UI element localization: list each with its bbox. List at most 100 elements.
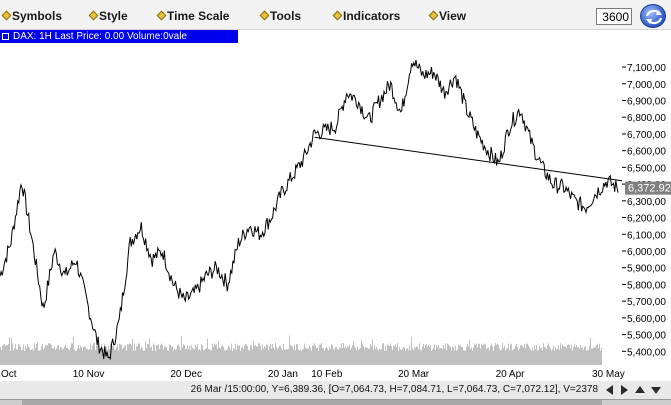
volume-bar: [87, 348, 88, 365]
y-tick-label: 6,800,00: [627, 113, 666, 124]
volume-bar: [408, 350, 409, 365]
volume-bar: [480, 348, 481, 365]
volume-bar: [257, 346, 258, 365]
volume-bar: [91, 349, 92, 365]
volume-bar: [316, 348, 317, 365]
volume-bar: [266, 344, 267, 365]
volume-bar: [155, 350, 156, 365]
volume-bar: [189, 345, 190, 365]
volume-bar: [489, 350, 490, 365]
volume-bar: [333, 349, 334, 365]
volume-bar: [373, 349, 374, 365]
volume-bar: [37, 341, 38, 365]
volume-bar: [131, 344, 132, 365]
volume-bar: [46, 345, 47, 365]
volume-bar: [581, 347, 582, 365]
volume-bar: [49, 343, 50, 365]
volume-bar: [222, 344, 223, 365]
scroll-right-icon[interactable]: [618, 384, 630, 396]
zoom-out-icon[interactable]: [650, 384, 662, 396]
menu-style[interactable]: Style: [88, 9, 128, 23]
volume-bar: [134, 343, 135, 365]
volume-bar: [580, 344, 581, 365]
menu-view[interactable]: View: [428, 9, 466, 23]
y-tick-label: 5,500,00: [627, 331, 666, 342]
trend-line[interactable]: [314, 136, 623, 182]
volume-bar: [421, 350, 422, 365]
volume-bar: [450, 346, 451, 365]
volume-bar: [187, 345, 188, 365]
volume-bar: [138, 343, 139, 365]
volume-bar: [215, 344, 216, 365]
volume-bar: [166, 347, 167, 365]
volume-bar: [226, 349, 227, 365]
horizontal-scrollbar[interactable]: [0, 399, 671, 405]
volume-bar: [523, 347, 524, 365]
zoom-in-icon[interactable]: [634, 384, 646, 396]
volume-bar: [583, 349, 584, 365]
volume-bar: [112, 346, 113, 365]
x-tick-label: 30 May: [592, 369, 625, 380]
volume-bar: [407, 348, 408, 365]
volume-bar: [380, 349, 381, 365]
volume-bar: [314, 343, 315, 365]
volume-bar: [159, 348, 160, 365]
volume-bar: [275, 342, 276, 365]
menu-indicators[interactable]: Indicators: [332, 9, 400, 23]
volume-bar: [202, 345, 203, 365]
volume-bar: [233, 348, 234, 365]
volume-bar: [348, 346, 349, 365]
volume-bar: [195, 344, 196, 365]
volume-bar: [165, 346, 166, 365]
volume-bar: [234, 349, 235, 365]
volume-bar: [230, 349, 231, 365]
interval-input[interactable]: [596, 8, 632, 25]
volume-bar: [139, 343, 140, 365]
menu-label: Style: [99, 9, 128, 23]
volume-bar: [567, 344, 568, 365]
volume-bar: [238, 346, 239, 365]
volume-bar: [190, 350, 191, 365]
volume-bar: [212, 344, 213, 365]
menu-symbols[interactable]: Symbols: [1, 9, 62, 23]
volume-bar: [558, 345, 559, 365]
last-price-box: [625, 181, 671, 195]
scrollbar-thumb[interactable]: [22, 400, 602, 405]
volume-bar: [375, 348, 376, 365]
volume-bar: [249, 350, 250, 365]
scroll-left-icon[interactable]: [604, 384, 616, 396]
volume-bar: [542, 350, 543, 365]
volume-bar: [487, 347, 488, 365]
volume-bar: [167, 350, 168, 365]
volume-bar: [538, 350, 539, 365]
volume-bar: [30, 350, 31, 365]
volume-bar: [164, 346, 165, 365]
menu-time-scale[interactable]: Time Scale: [156, 9, 230, 23]
volume-bar: [83, 347, 84, 365]
price-chart[interactable]: 5,400,00 5,500,00 5,600,00 5,700,00 5,800,00…: [0, 43, 671, 381]
refresh-button[interactable]: [640, 4, 666, 28]
volume-bar: [360, 347, 361, 365]
volume-bar: [483, 344, 484, 365]
volume-bar: [154, 344, 155, 365]
volume-bar: [324, 350, 325, 365]
volume-bar: [577, 347, 578, 365]
volume-bar: [85, 346, 86, 365]
y-tick-label: 6,700,00: [627, 130, 666, 141]
chart-title: DAX: 1H Last Price: 0.00 Volume:0vale: [13, 31, 187, 42]
volume-bar: [197, 344, 198, 365]
menu-label: Time Scale: [167, 9, 230, 23]
volume-bar: [175, 349, 176, 365]
menu-tools[interactable]: Tools: [259, 9, 301, 23]
volume-bar: [80, 346, 81, 365]
volume-bar: [537, 350, 538, 365]
volume-bar: [499, 348, 500, 365]
volume-bar: [392, 350, 393, 365]
y-tick-label: 6,300,00: [627, 197, 666, 208]
volume-bar: [466, 346, 467, 365]
volume-bar: [342, 348, 343, 365]
volume-bar: [181, 335, 182, 365]
volume-bar: [563, 346, 564, 365]
y-tick-label: 5,400,00: [627, 347, 666, 358]
y-tick-label: 6,900,00: [627, 97, 666, 108]
